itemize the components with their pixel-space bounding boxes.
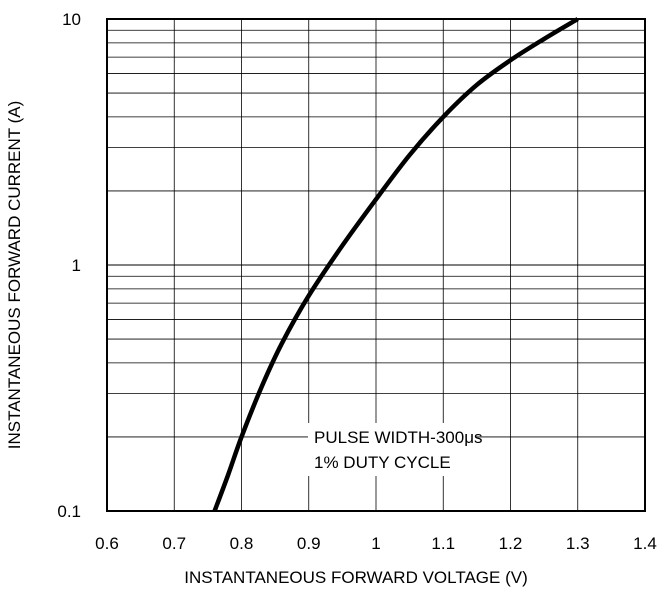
y-tick-label: 10 (62, 10, 81, 29)
x-tick-label: 1.1 (431, 534, 455, 553)
x-axis-title: INSTANTANEOUS FORWARD VOLTAGE (V) (184, 568, 528, 587)
x-tick-label: 0.7 (162, 534, 186, 553)
y-tick-label: 0.1 (57, 502, 81, 521)
x-tick-label: 0.9 (297, 534, 321, 553)
annotation-pulse-width: PULSE WIDTH-300μs (314, 428, 483, 447)
x-tick-label: 0.6 (95, 534, 119, 553)
y-tick-labels: 0.1 1 10 (57, 10, 81, 521)
y-tick-label: 1 (72, 256, 81, 275)
x-tick-label: 1.2 (499, 534, 523, 553)
series-line (212, 17, 579, 512)
x-tick-label: 0.8 (230, 534, 254, 553)
series-layer (212, 17, 579, 512)
y-axis-title: INSTANTANEOUS FORWARD CURRENT (A) (5, 101, 24, 450)
annotation-duty-cycle: 1% DUTY CYCLE (314, 453, 451, 472)
annotation-background (308, 423, 476, 476)
x-tick-label: 1.3 (566, 534, 590, 553)
x-tick-label: 1 (371, 534, 380, 553)
plot-frame (106, 18, 646, 512)
x-tick-label: 1.4 (633, 534, 657, 553)
x-tick-labels: 0.6 0.7 0.8 0.9 1 1.1 1.2 1.3 1.4 (95, 534, 657, 553)
